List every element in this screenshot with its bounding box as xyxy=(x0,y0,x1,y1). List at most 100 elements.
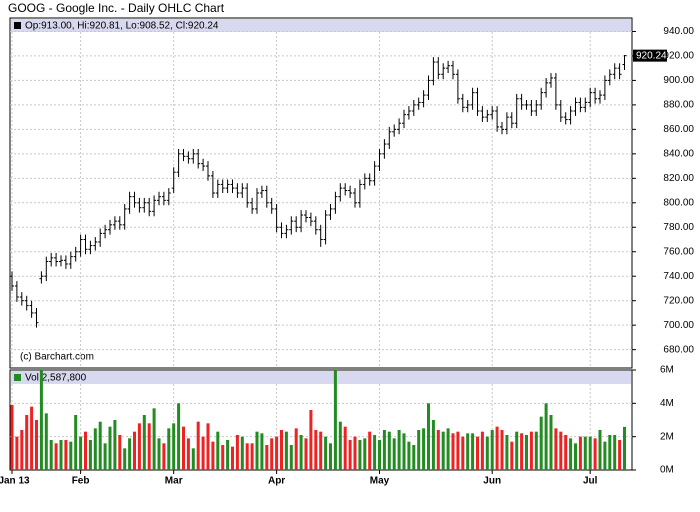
volume-bar xyxy=(304,438,308,470)
volume-bar xyxy=(69,441,73,470)
x-tick-label: May xyxy=(370,476,390,487)
volume-bar xyxy=(574,443,577,470)
volume-bar xyxy=(500,430,504,470)
volume-bar xyxy=(495,426,499,470)
volume-bar xyxy=(466,433,470,470)
volume-bar xyxy=(211,441,215,470)
volume-bar xyxy=(588,436,592,470)
volume-bar xyxy=(417,430,421,470)
y-tick-label: 780.00 xyxy=(663,222,694,233)
volume-bar xyxy=(147,423,151,470)
volume-bar xyxy=(446,428,450,470)
volume-bar xyxy=(10,405,14,470)
volume-bar xyxy=(476,436,479,470)
volume-bar xyxy=(113,420,117,470)
volume-bar xyxy=(177,403,181,470)
volume-bar xyxy=(270,438,274,470)
volume-bar xyxy=(358,440,362,470)
volume-bar xyxy=(88,440,92,470)
volume-bar xyxy=(196,421,200,470)
volume-bar xyxy=(392,438,396,470)
y-tick-label: 680.00 xyxy=(663,344,694,355)
volume-bar xyxy=(133,431,136,470)
y-tick-label: 840.00 xyxy=(663,148,694,159)
legend-swatch xyxy=(14,22,21,29)
y-tick-label: 920.00 xyxy=(663,51,694,62)
y-tick-label: 900.00 xyxy=(663,75,694,86)
volume-bar xyxy=(618,440,622,470)
volume-tick-label: 0M xyxy=(660,465,674,476)
volume-bar xyxy=(260,433,264,470)
volume-bar xyxy=(544,403,548,470)
volume-bar xyxy=(20,430,24,470)
x-tick-label: Mar xyxy=(165,476,183,487)
volume-bar xyxy=(529,431,533,470)
volume-bar xyxy=(559,431,563,470)
volume-bar xyxy=(265,445,269,470)
y-tick-label: 720.00 xyxy=(663,295,694,306)
volume-bar xyxy=(471,433,475,470)
volume-bar xyxy=(167,428,171,470)
y-tick-label: 760.00 xyxy=(663,246,694,257)
volume-bar xyxy=(201,436,205,470)
volume-tick-label: 4M xyxy=(660,398,674,409)
volume-bar xyxy=(613,435,617,470)
volume-bar xyxy=(608,435,612,470)
volume-bar xyxy=(118,435,122,470)
volume-bar xyxy=(294,428,298,470)
volume-bar xyxy=(79,436,83,470)
copyright: (c) Barchart.com xyxy=(20,352,94,363)
y-tick-label: 940.00 xyxy=(663,26,694,37)
volume-bar xyxy=(583,436,587,470)
volume-bar xyxy=(505,435,509,470)
volume-bar xyxy=(186,438,190,470)
volume-bar xyxy=(137,423,141,470)
volume-bar xyxy=(103,443,107,470)
volume-bar xyxy=(539,416,543,470)
price-legend: Op:913.00, Hi:920.81, Lo:908.52, Cl:920.… xyxy=(25,21,219,32)
volume-bar xyxy=(387,431,391,470)
y-tick-label: 700.00 xyxy=(663,320,694,331)
volume-bar xyxy=(368,431,372,470)
volume-bar xyxy=(363,438,367,470)
volume-bar xyxy=(534,431,538,470)
volume-bar xyxy=(15,436,19,470)
volume-bar xyxy=(353,436,357,470)
volume-bar xyxy=(216,431,220,470)
volume-bar xyxy=(226,440,230,470)
volume-tick-label: 2M xyxy=(660,431,674,442)
volume-bar xyxy=(338,421,342,470)
y-tick-label: 800.00 xyxy=(663,197,694,208)
volume-bar xyxy=(206,423,210,470)
volume-bar xyxy=(598,430,602,470)
volume-legend-band xyxy=(11,371,631,384)
volume-bar xyxy=(221,445,225,470)
x-tick-label: Jun xyxy=(483,476,501,487)
volume-bar xyxy=(485,436,489,470)
volume-bar xyxy=(456,431,460,470)
volume-bar xyxy=(564,435,568,470)
volume-bar xyxy=(64,440,68,470)
volume-bar xyxy=(74,415,78,470)
volume-bar xyxy=(510,441,514,470)
volume-bar xyxy=(461,436,465,470)
volume-bar xyxy=(436,430,440,470)
volume-bar xyxy=(284,431,288,470)
volume-bar xyxy=(123,448,127,470)
volume-bar xyxy=(427,403,430,470)
volume-bar xyxy=(373,435,377,470)
volume-bar xyxy=(490,430,494,470)
volume-bar xyxy=(275,436,279,470)
volume-bar xyxy=(289,445,293,470)
volume-bar xyxy=(319,431,323,470)
volume-bar xyxy=(54,443,58,470)
volume-bar xyxy=(84,431,87,470)
volume-bar xyxy=(378,440,381,470)
volume-bar xyxy=(59,440,63,470)
volume-bar xyxy=(231,446,234,470)
volume-bar xyxy=(314,430,318,470)
y-tick-label: 820.00 xyxy=(663,173,694,184)
volume-bar xyxy=(515,431,519,470)
volume-bar xyxy=(333,370,337,470)
